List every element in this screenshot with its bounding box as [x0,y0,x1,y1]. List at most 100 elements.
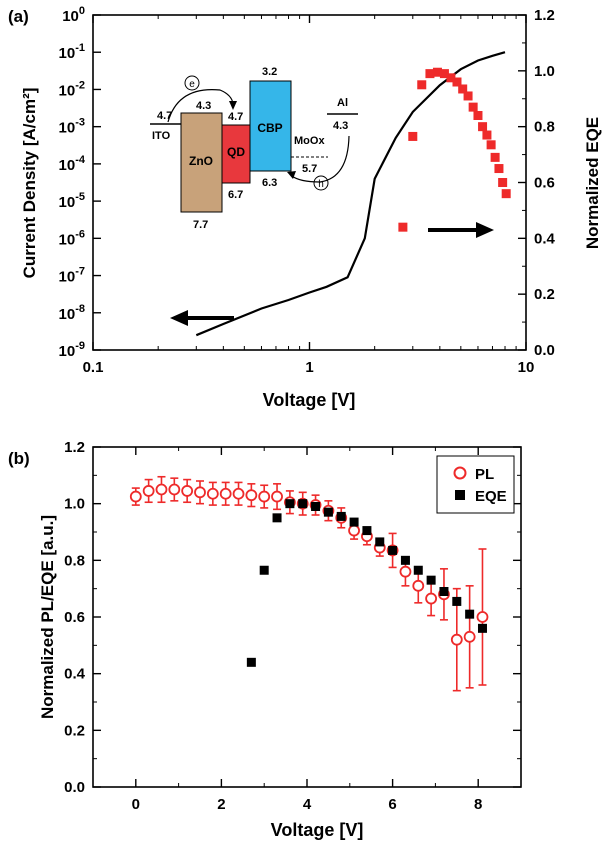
eqe-point-b [388,545,398,555]
eqe-point-a [439,69,449,79]
eqe-point-a [494,164,504,174]
eqe-point-b [259,565,269,575]
pl-point [142,485,155,497]
b-x-tick-label: 0 [132,796,140,813]
ito-label: ITO [152,130,171,142]
legend-eqe-marker [455,490,465,500]
eqe-point-a [486,140,496,150]
a-right-tick-label: 0.0 [534,342,555,359]
eqe-point-a [458,84,468,94]
pl-point [348,524,360,537]
eqe-point-b [400,555,410,565]
eqe-point-a [452,77,462,87]
b-x-tick-label: 2 [217,796,225,813]
pl-point [412,579,425,592]
eqe-point-b [413,565,423,575]
a-left-tick-label: 10-4 [59,154,86,174]
panel-b-label: (b) [8,449,30,468]
qd-bottom-label: 6.7 [228,189,243,201]
panel-b-axes: 0 2 4 6 8 0.0 0.2 0.4 0.6 0.8 1.0 1.2 [64,439,522,813]
b-y-tick-label: 1.2 [64,439,85,456]
a-left-tick-label: 10-2 [59,79,85,99]
hole-arrow [291,135,350,183]
eqe-point-a [408,131,418,141]
electron-symbol [184,75,200,91]
eqe-point-b [477,623,487,633]
eqe-point-b [311,502,321,511]
panel-a-x-axis-title: Voltage [V] [263,390,356,410]
zno-bottom-label: 7.7 [193,219,208,231]
a-right-tick-label: 1.0 [534,63,555,80]
pl-point [463,630,476,643]
zno-label: ZnO [189,154,213,168]
a-right-tick-label: 0.8 [534,119,555,136]
panel-b: (b) 0 2 4 6 8 0.0 0.2 0.4 0.6 0.8 1.0 1.2 Voltage [… [8,439,522,840]
eqe-point-a [501,189,511,199]
eqe-point-b [298,499,308,509]
a-x-tick-label: 10 [518,359,535,376]
right-axis-arrow [428,222,494,238]
pl-point [425,592,438,605]
eqe-point-a [468,102,478,112]
eqe-point-a [498,178,508,187]
left-axis-arrow [170,310,234,326]
eqe-point-a [417,80,427,90]
al-label: Al [337,97,348,109]
cbp-label: CBP [257,121,282,135]
zno-block [180,112,223,213]
eqe-series-a [398,67,511,232]
a-left-tick-label: 10-9 [59,340,85,360]
cbp-top-label: 3.2 [262,66,277,78]
legend-pl-marker [453,466,467,480]
b-y-tick-label: 0.6 [64,609,85,626]
b-y-tick-label: 0.2 [64,722,85,739]
eqe-point-a [432,67,442,77]
b-y-tick-label: 0.4 [64,666,86,683]
hole-label: h [318,179,324,190]
a-left-tick-label: 100 [62,5,85,25]
a-right-tick-label: 0.2 [534,286,555,303]
hole-symbol [313,175,329,191]
panel-a-plot-frame [92,14,527,351]
qd-label: QD [227,145,245,159]
b-y-tick-label: 1.0 [64,496,85,513]
pl-point [206,487,219,500]
eqe-point-a [446,73,456,83]
al-level-label: 4.3 [333,120,348,132]
a-right-tick-label: 0.6 [534,175,555,192]
eqe-point-b [285,499,295,509]
panel-b-x-axis-title: Voltage [V] [271,820,364,840]
panel-a-right-axis-title: Normalized EQE [583,117,602,249]
pl-point [181,485,194,497]
pl-point [476,611,489,623]
legend-box [436,455,515,514]
band-diagram-inset: 4.7 ITO ZnO 4.3 7.7 QD 4.7 6.7 CBP 3.2 6… [150,66,358,231]
eqe-point-b [465,609,475,619]
pl-point [271,490,283,503]
eqe-point-a [425,69,435,79]
panel-a-label: (a) [8,7,29,26]
legend: PL EQE [436,455,515,514]
pl-point [129,490,142,503]
cbp-bottom-label: 6.3 [262,177,277,189]
pl-point [168,483,181,496]
a-left-tick-label: 10-5 [59,191,85,211]
eqe-point-b [452,596,462,606]
eqe-point-b [323,507,333,517]
eqe-point-a [482,130,492,140]
eqe-point-a [478,122,488,132]
moox-label: MoOx [294,135,325,147]
pl-point [219,487,232,500]
pl-point [258,490,271,503]
pl-point [194,486,206,499]
panel-b-y-axis-title: Normalized PL/EQE [a.u.] [38,515,57,719]
a-left-tick-label: 10-1 [59,42,85,62]
b-x-tick-label: 8 [474,796,482,813]
a-left-tick-label: 10-7 [59,266,85,286]
eqe-series-b [246,499,487,667]
b-x-tick-label: 4 [303,796,312,813]
pl-point [399,565,412,578]
pl-point [450,633,463,646]
cbp-block [249,80,292,172]
eqe-point-a [473,111,483,120]
